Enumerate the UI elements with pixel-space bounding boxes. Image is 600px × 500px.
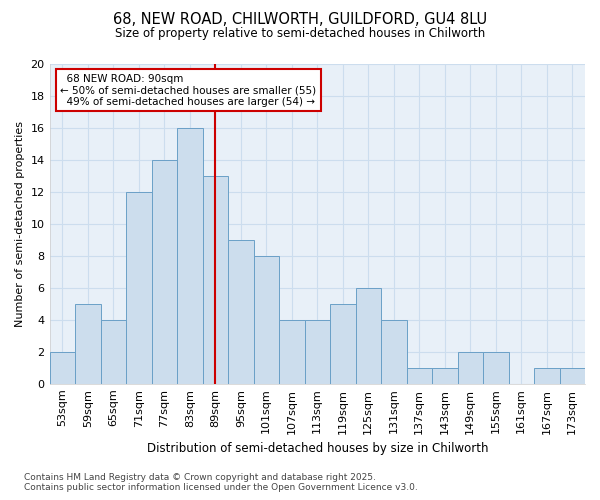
Bar xyxy=(381,320,407,384)
Bar xyxy=(483,352,509,384)
Bar xyxy=(330,304,356,384)
Bar xyxy=(203,176,228,384)
Text: 68 NEW ROAD: 90sqm  
← 50% of semi-detached houses are smaller (55)
  49% of sem: 68 NEW ROAD: 90sqm ← 50% of semi-detache… xyxy=(60,74,316,107)
Bar xyxy=(305,320,330,384)
Bar xyxy=(560,368,585,384)
Bar xyxy=(152,160,177,384)
Bar xyxy=(101,320,126,384)
Bar xyxy=(458,352,483,384)
Bar xyxy=(254,256,279,384)
Bar xyxy=(432,368,458,384)
Bar xyxy=(228,240,254,384)
X-axis label: Distribution of semi-detached houses by size in Chilworth: Distribution of semi-detached houses by … xyxy=(146,442,488,455)
Bar xyxy=(177,128,203,384)
Y-axis label: Number of semi-detached properties: Number of semi-detached properties xyxy=(15,121,25,327)
Bar xyxy=(407,368,432,384)
Bar xyxy=(534,368,560,384)
Bar xyxy=(356,288,381,384)
Text: Size of property relative to semi-detached houses in Chilworth: Size of property relative to semi-detach… xyxy=(115,28,485,40)
Bar xyxy=(126,192,152,384)
Text: 68, NEW ROAD, CHILWORTH, GUILDFORD, GU4 8LU: 68, NEW ROAD, CHILWORTH, GUILDFORD, GU4 … xyxy=(113,12,487,28)
Text: Contains HM Land Registry data © Crown copyright and database right 2025.
Contai: Contains HM Land Registry data © Crown c… xyxy=(24,473,418,492)
Bar xyxy=(50,352,75,384)
Bar xyxy=(279,320,305,384)
Bar xyxy=(75,304,101,384)
